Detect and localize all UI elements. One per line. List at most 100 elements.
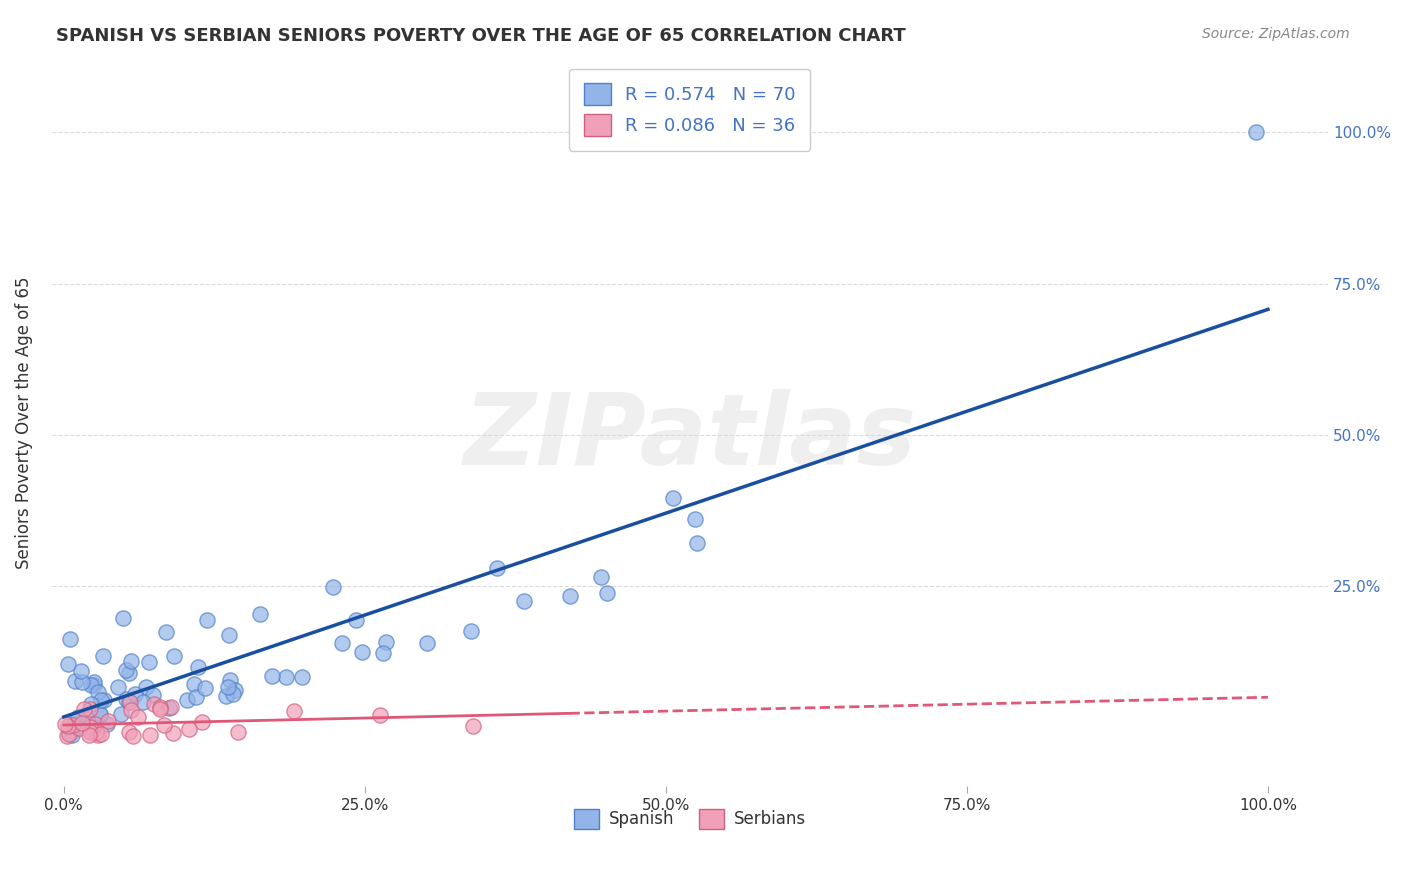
Point: [80, 678, 103, 692]
Point: [460, 624, 482, 638]
Point: [191, 714, 214, 729]
Point: [79, 702, 101, 716]
Point: [89, 707, 111, 722]
Point: [352, 645, 374, 659]
Point: [91, 648, 114, 663]
Point: [291, 670, 314, 684]
Point: [84, 724, 107, 739]
Point: [179, 722, 201, 736]
Point: [138, 656, 160, 670]
Point: [142, 689, 165, 703]
Point: [62, 717, 84, 731]
Point: [58, 726, 80, 740]
Point: [117, 725, 139, 739]
Point: [218, 673, 240, 687]
Point: [183, 677, 205, 691]
Point: [118, 695, 141, 709]
Point: [155, 625, 177, 640]
Point: [65, 714, 87, 728]
Point: [149, 701, 172, 715]
Point: [157, 701, 180, 715]
Point: [368, 708, 391, 723]
Point: [195, 614, 218, 628]
Point: [69, 665, 91, 679]
Point: [115, 691, 138, 706]
Point: [89, 706, 111, 721]
Point: [93, 693, 115, 707]
Y-axis label: Seniors Poverty Over the Age of 65: Seniors Poverty Over the Age of 65: [15, 277, 32, 569]
Point: [60, 728, 83, 742]
Point: [120, 654, 142, 668]
Point: [127, 710, 149, 724]
Point: [187, 659, 209, 673]
Point: [162, 726, 184, 740]
Point: [560, 589, 582, 603]
Point: [56, 729, 79, 743]
Point: [112, 611, 135, 625]
Point: [685, 536, 707, 550]
Point: [249, 607, 271, 621]
Point: [79, 724, 101, 739]
Point: [118, 666, 141, 681]
Point: [83, 678, 105, 692]
Point: [416, 636, 439, 650]
Point: [107, 681, 129, 695]
Point: [83, 675, 105, 690]
Point: [186, 690, 208, 704]
Point: [73, 702, 96, 716]
Point: [461, 719, 484, 733]
Point: [322, 581, 344, 595]
Point: [97, 714, 120, 728]
Point: [55, 717, 77, 731]
Point: [80, 697, 103, 711]
Point: [56, 719, 79, 733]
Point: [486, 561, 509, 575]
Point: [135, 680, 157, 694]
Point: [96, 717, 118, 731]
Point: [72, 674, 94, 689]
Point: [115, 663, 138, 677]
Point: [132, 695, 155, 709]
Point: [513, 594, 536, 608]
Point: [79, 720, 101, 734]
Point: [217, 680, 239, 694]
Point: [139, 728, 162, 742]
Point: [143, 697, 166, 711]
Point: [224, 682, 246, 697]
Point: [163, 649, 186, 664]
Point: [176, 693, 198, 707]
Point: [67, 721, 90, 735]
Point: [215, 689, 238, 703]
Point: [375, 634, 398, 648]
Point: [66, 710, 89, 724]
Point: [70, 715, 93, 730]
Point: [77, 728, 100, 742]
Point: [60, 724, 83, 739]
Point: [160, 699, 183, 714]
Point: [346, 613, 368, 627]
Point: [87, 728, 110, 742]
Point: [371, 646, 394, 660]
Point: [152, 718, 174, 732]
Point: [218, 627, 240, 641]
Point: [84, 716, 107, 731]
Point: [194, 681, 217, 695]
Point: [63, 674, 86, 689]
Point: [86, 685, 108, 699]
Point: [661, 491, 683, 505]
Point: [1244, 125, 1267, 139]
Point: [59, 632, 82, 647]
Point: [589, 569, 612, 583]
Point: [596, 585, 619, 599]
Point: [90, 693, 112, 707]
Point: [110, 706, 132, 721]
Text: SPANISH VS SERBIAN SENIORS POVERTY OVER THE AGE OF 65 CORRELATION CHART: SPANISH VS SERBIAN SENIORS POVERTY OVER …: [56, 27, 905, 45]
Point: [683, 512, 706, 526]
Point: [283, 704, 305, 718]
Point: [330, 636, 353, 650]
Point: [56, 657, 79, 672]
Point: [90, 727, 112, 741]
Point: [122, 729, 145, 743]
Point: [80, 723, 103, 738]
Point: [226, 725, 249, 739]
